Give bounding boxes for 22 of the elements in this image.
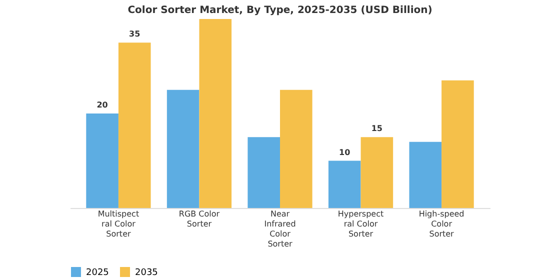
x-tick-label: RGB Color Sorter	[178, 210, 220, 228]
legend-label: 2025	[86, 268, 109, 278]
x-tick-label: Hyperspectral Color Sorter	[338, 210, 384, 238]
x-tick-label: Near Infrared Color Sorter	[264, 210, 296, 248]
bar	[409, 142, 442, 208]
bar	[118, 42, 151, 208]
bar	[248, 137, 280, 208]
bar	[360, 137, 394, 208]
bar	[199, 19, 232, 208]
data-label: 20	[96, 100, 108, 110]
data-label: 15	[371, 124, 383, 134]
data-label: 35	[129, 30, 141, 39]
data-label: 10	[339, 148, 351, 157]
legend-label: 2035	[135, 268, 158, 278]
x-tick-label: Multispectral Color Sorter	[98, 210, 140, 238]
bar	[86, 114, 118, 208]
bar	[280, 90, 312, 208]
bar	[328, 160, 361, 208]
bar	[442, 80, 474, 208]
chart-title: Color Sorter Market, By Type, 2025-2035 (USD Billion)	[128, 5, 432, 16]
x-tick-label: High-speed Color Sorter	[418, 210, 464, 238]
bar	[166, 90, 200, 208]
